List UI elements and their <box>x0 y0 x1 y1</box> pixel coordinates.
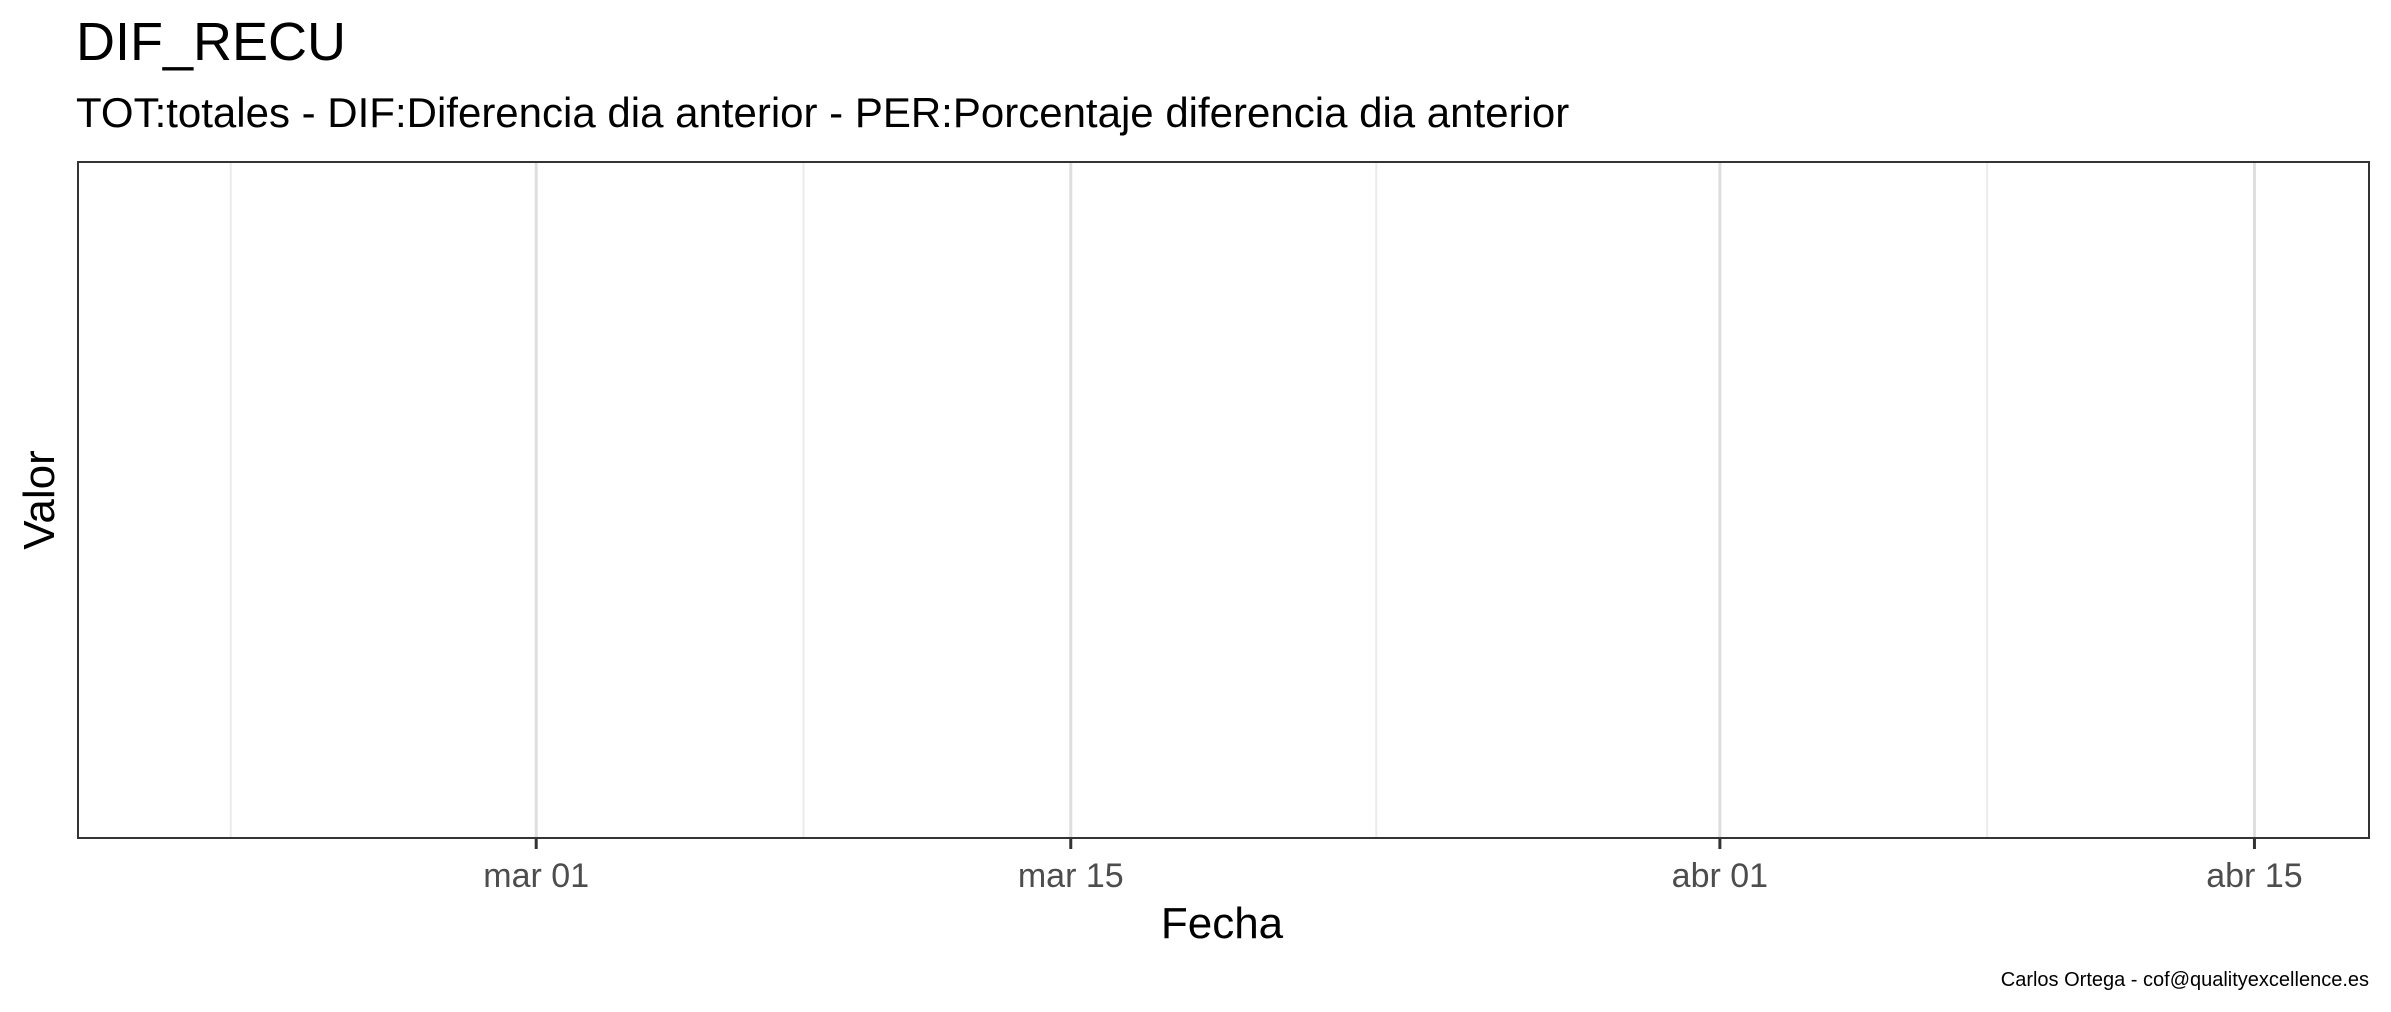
x-tick-label: abr 01 <box>1672 857 1768 895</box>
grid-lines <box>229 162 2256 838</box>
x-tick-label: abr 15 <box>2206 857 2302 895</box>
plot-panel-border <box>77 161 2370 839</box>
x-axis-title: Fecha <box>1161 899 1284 948</box>
x-tick-label: mar 01 <box>483 857 589 895</box>
x-tick-label: mar 15 <box>1018 857 1124 895</box>
chart-subtitle: TOT:totales - DIF:Diferencia dia anterio… <box>76 89 1569 136</box>
x-axis-ticks: mar 01 mar 15 abr 01 abr 15 <box>483 838 2303 895</box>
chart-caption: Carlos Ortega - cof@qualityexcellence.es <box>2001 969 2369 991</box>
chart-title: DIF_RECU <box>76 12 346 72</box>
y-axis-title: Valor <box>15 450 64 549</box>
